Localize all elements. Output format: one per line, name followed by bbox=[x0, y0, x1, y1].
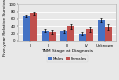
Bar bbox=[79, 34, 86, 41]
Bar bbox=[105, 27, 112, 41]
Bar bbox=[86, 29, 93, 41]
Bar bbox=[67, 26, 74, 41]
X-axis label: TNM Stage at Diagnosis: TNM Stage at Diagnosis bbox=[41, 49, 93, 53]
Y-axis label: Five-year Relative Survival (%): Five-year Relative Survival (%) bbox=[3, 0, 7, 56]
Legend: Males, Females: Males, Females bbox=[47, 55, 88, 62]
Bar bbox=[23, 16, 30, 41]
Bar bbox=[98, 20, 105, 41]
Bar bbox=[60, 31, 67, 41]
Bar bbox=[42, 31, 49, 41]
Bar bbox=[49, 32, 56, 41]
Bar bbox=[30, 13, 37, 41]
